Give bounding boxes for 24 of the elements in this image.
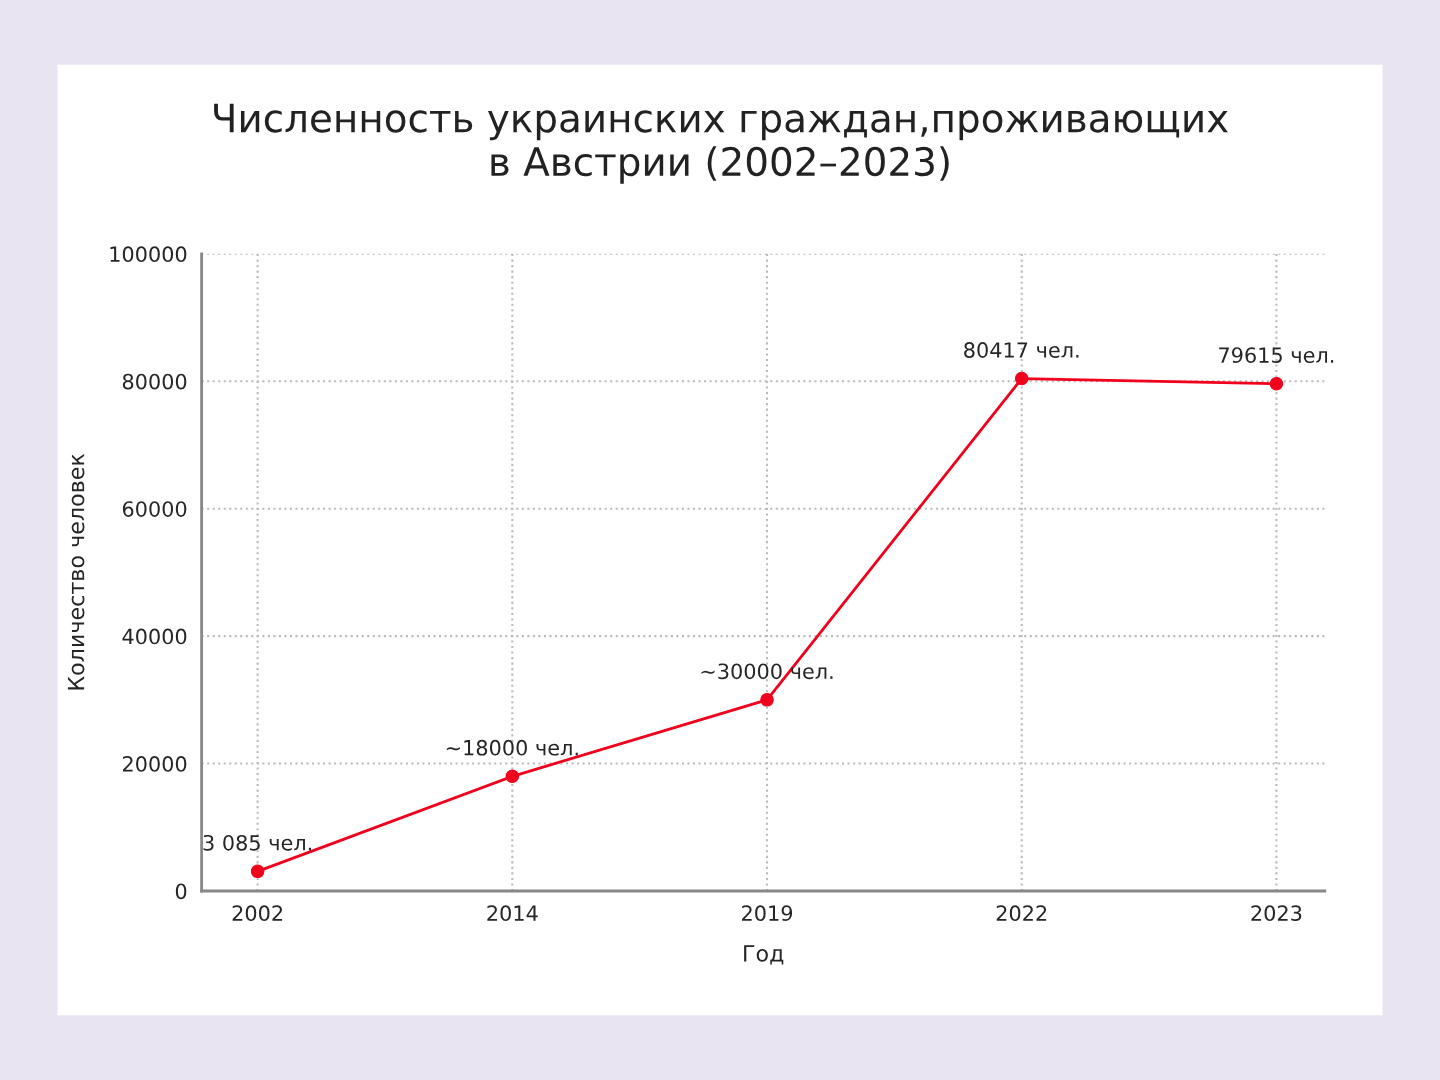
point <box>1269 376 1284 391</box>
x-tick-label: 2019 <box>742 905 793 922</box>
y-tick-label: 20000 <box>122 756 187 772</box>
x-tick-label: 2022 <box>996 905 1047 922</box>
y-axis-title: Количество человек <box>67 453 85 690</box>
y-tick-label: 60000 <box>122 501 187 517</box>
x-tick-label: 2014 <box>487 905 538 922</box>
x-axis-title: Год <box>744 945 784 965</box>
y-tick-label: 40000 <box>122 628 187 645</box>
x-tick-label: 2002 <box>232 905 283 922</box>
chart-title: Численность украинских граждан,проживающих в Австрии (2002–2023) <box>214 103 1228 184</box>
data-label: 3 085 чел. <box>203 834 312 851</box>
point <box>505 769 520 784</box>
data-label: ~30000 чел. <box>701 663 833 680</box>
x-tick-label: 2023 <box>1251 905 1302 922</box>
y-tick-label: 100000 <box>110 246 187 263</box>
y-tick-label: 0 <box>175 883 187 900</box>
point <box>250 864 265 879</box>
point <box>1014 371 1029 386</box>
point <box>760 693 774 707</box>
data-label: 79615 чел. <box>1219 347 1334 363</box>
y-tick-label: 80000 <box>122 373 187 390</box>
data-label: ~18000 чел. <box>446 739 578 756</box>
data-label: 80417 чел. <box>964 342 1079 358</box>
